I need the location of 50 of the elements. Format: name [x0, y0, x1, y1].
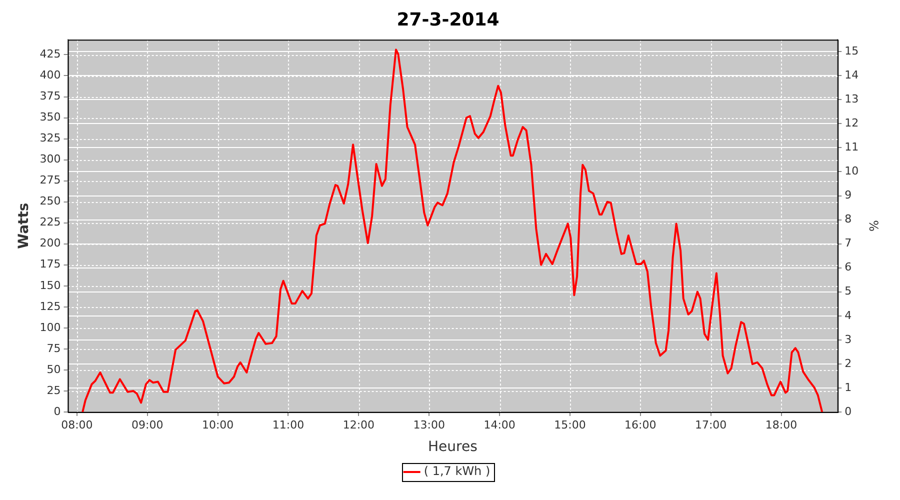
- y-tick-label: 75: [46, 342, 61, 355]
- y2-tick-label: 12: [844, 116, 859, 130]
- x-tick-label: 13:00: [413, 418, 445, 432]
- x-tick-label: 09:00: [132, 418, 164, 432]
- y2-tick-label: 15: [844, 44, 859, 58]
- y2-tick-label: 10: [844, 164, 859, 178]
- y2-axis-title: %: [866, 220, 881, 232]
- y-tick-label: 175: [40, 258, 61, 271]
- y2-tick-label: 11: [844, 140, 859, 154]
- y-axis-title: Watts: [16, 202, 32, 249]
- x-tick-label: 18:00: [765, 418, 798, 432]
- y2-tick-label: 8: [844, 212, 852, 226]
- chart-title: 27-3-2014: [396, 9, 500, 30]
- y-tick-label: 350: [40, 110, 61, 124]
- x-tick-label: 15:00: [554, 418, 586, 432]
- y2-tick-label: 3: [844, 332, 852, 346]
- y2-tick-label: 13: [844, 92, 859, 106]
- y-tick-label: 225: [40, 216, 61, 229]
- y-tick-label: 200: [40, 236, 61, 250]
- y2-tick-label: 2: [844, 356, 852, 370]
- y2-tick-label: 14: [844, 68, 859, 82]
- y-tick-label: 375: [40, 90, 61, 103]
- x-tick-label: 17:00: [694, 418, 727, 432]
- x-tick-label: 10:00: [202, 418, 234, 432]
- y-tick-label: 300: [40, 152, 61, 166]
- y-tick-label: 25: [46, 384, 61, 397]
- x-tick-label: 08:00: [61, 418, 93, 432]
- y2-tick-label: 4: [844, 308, 852, 322]
- y2-tick-label: 0: [844, 404, 852, 418]
- x-tick-label: 12:00: [342, 418, 375, 432]
- y-tick-label: 0: [54, 404, 61, 418]
- y-tick-label: 275: [40, 174, 61, 187]
- y-tick-label: 325: [40, 132, 61, 145]
- x-axis-title: Heures: [428, 439, 478, 456]
- y-tick-label: 250: [40, 194, 61, 208]
- y-tick-label: 125: [40, 300, 61, 313]
- y-tick-label: 150: [40, 278, 61, 292]
- y2-tick-label: 9: [844, 188, 852, 202]
- y2-tick-label: 6: [844, 260, 852, 274]
- y-tick-label: 425: [40, 48, 61, 61]
- x-tick-label: 16:00: [624, 418, 656, 432]
- y2-tick-label: 1: [844, 380, 852, 394]
- y-tick-label: 50: [46, 362, 61, 376]
- legend-label: ( 1,7 kWh ): [424, 464, 490, 478]
- y-tick-label: 400: [40, 68, 61, 82]
- y2-tick-label: 5: [844, 284, 852, 298]
- x-tick-label: 14:00: [484, 418, 516, 432]
- x-tick-label: 11:00: [272, 418, 304, 432]
- y-tick-label: 100: [40, 320, 61, 334]
- y2-tick-label: 7: [844, 236, 852, 250]
